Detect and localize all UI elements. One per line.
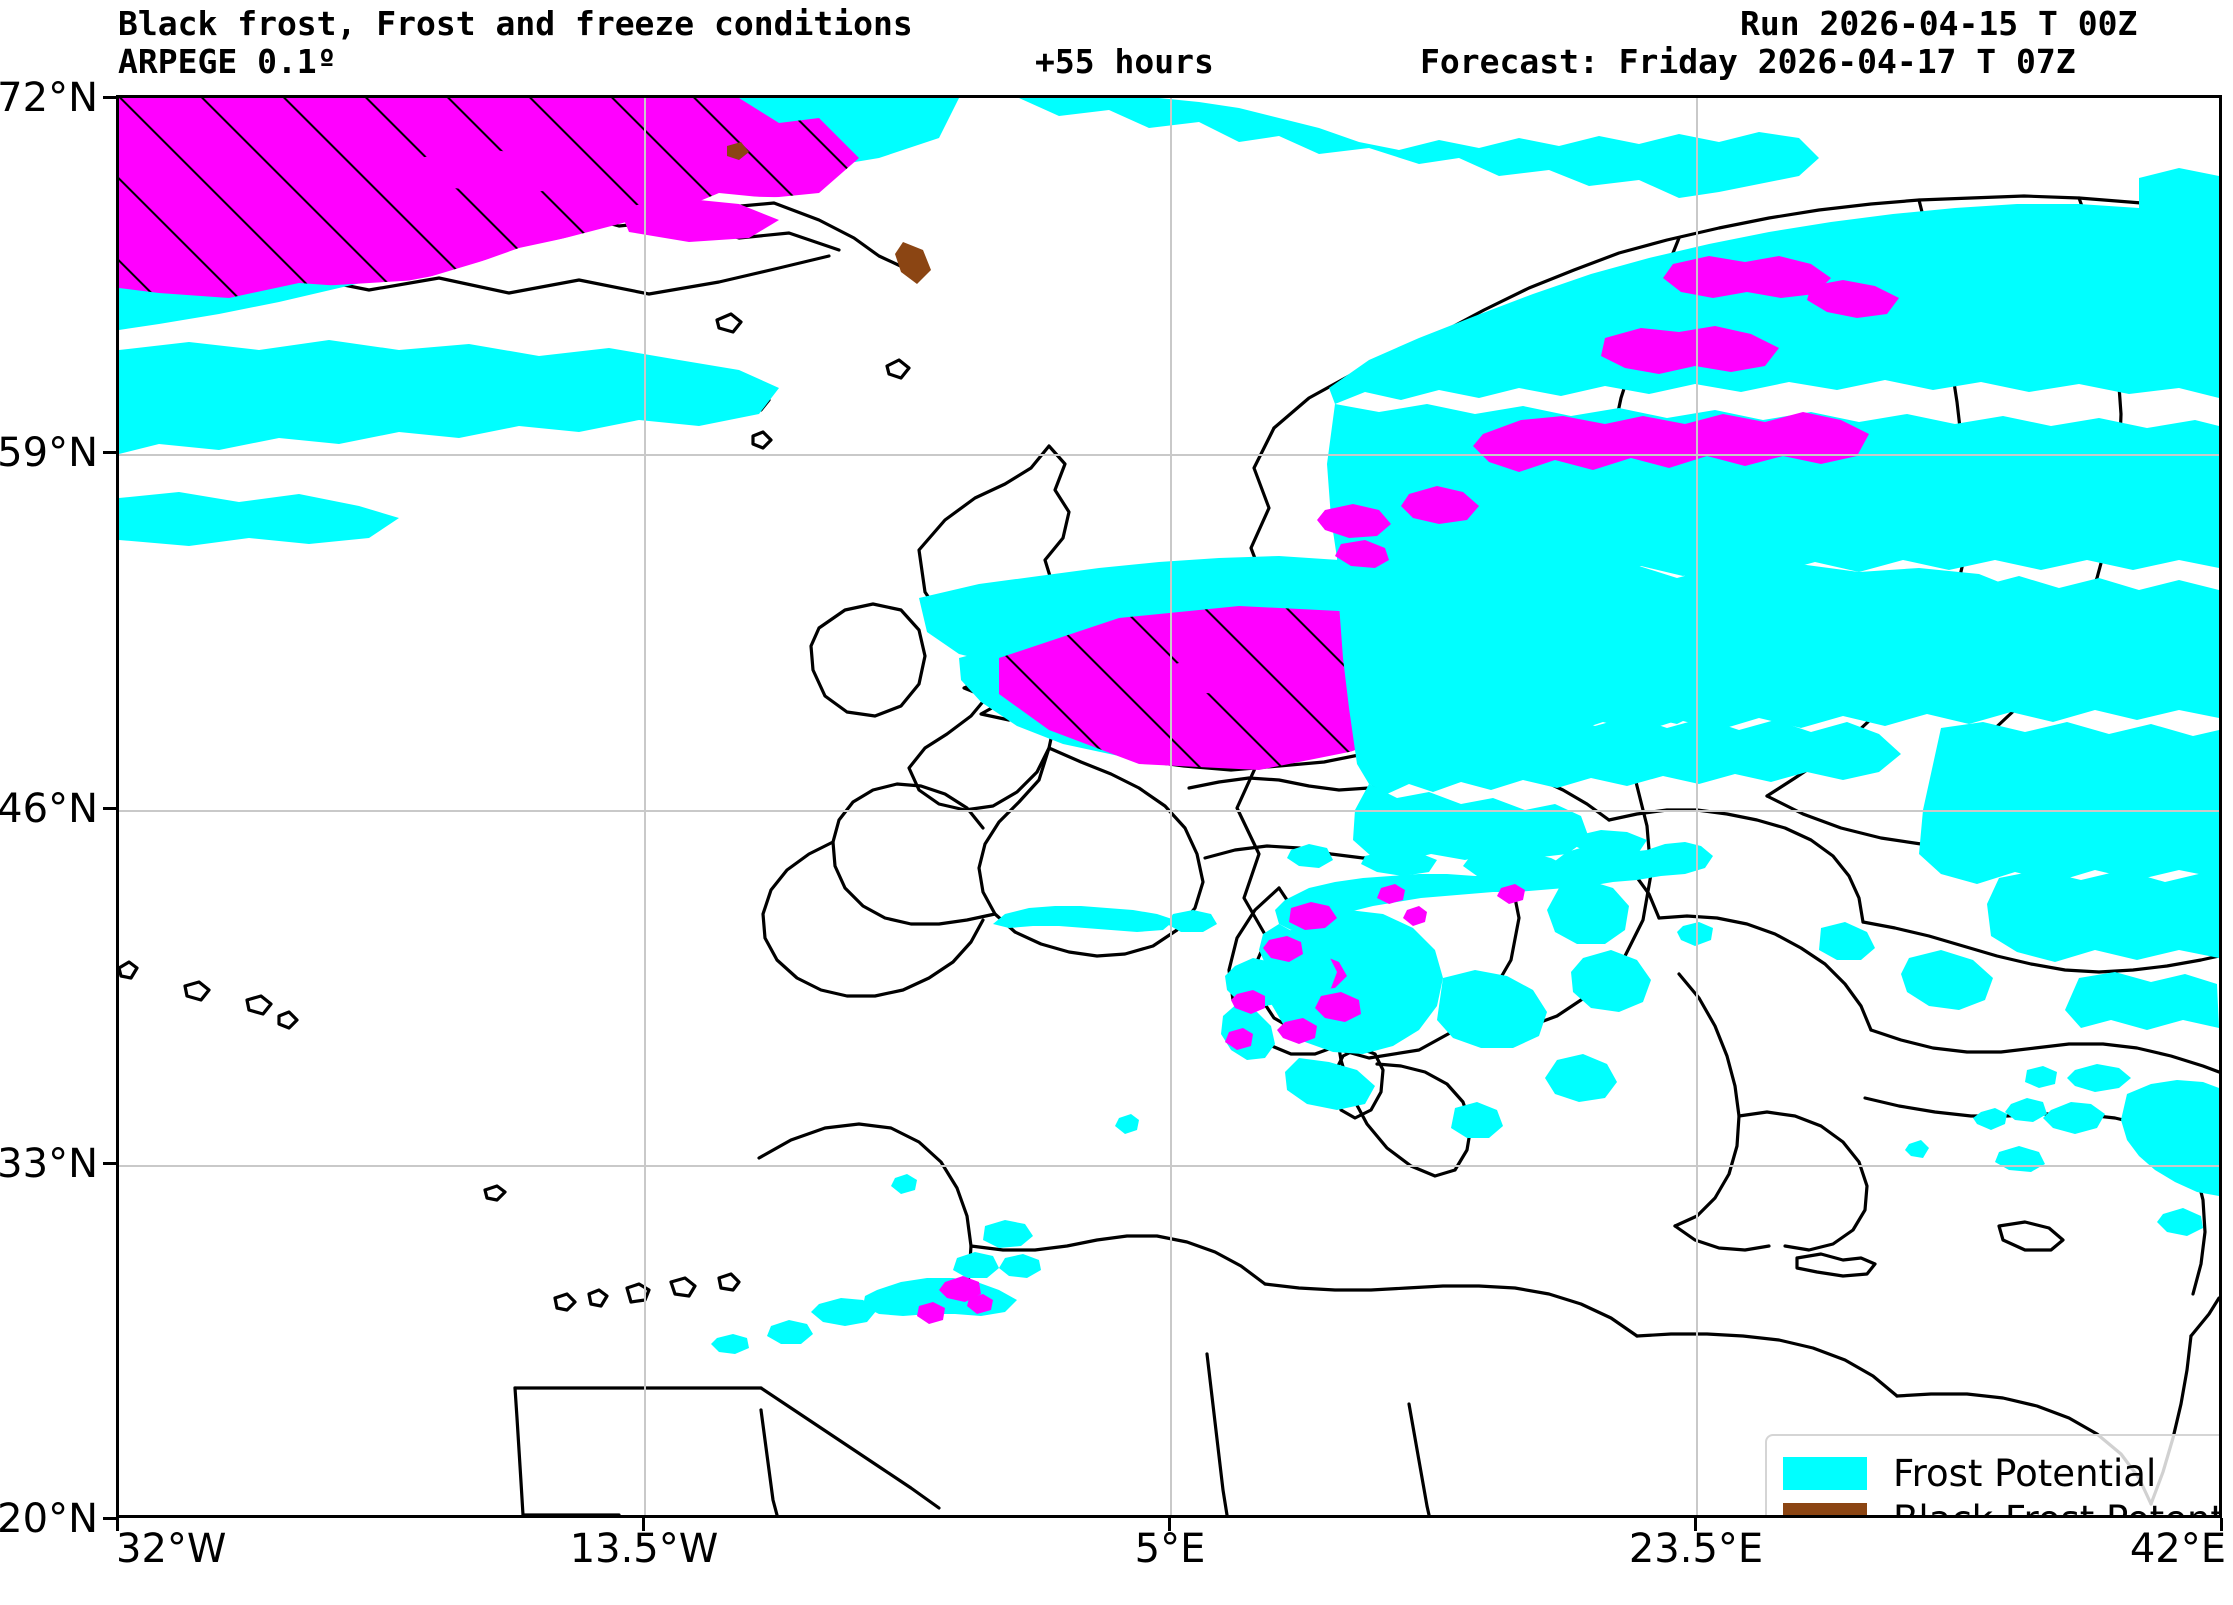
run-timestamp-label: Run 2026-04-15 T 00Z [1740, 4, 2138, 43]
legend-item-black-frost-potential: Black Frost Potential [1783, 1496, 2219, 1516]
gridline-horizontal-33N [119, 1165, 2219, 1167]
y-tick-label-46N: 46°N [0, 786, 98, 832]
map-legend: Frost Potential Black Frost Potential Fr… [1765, 1434, 2219, 1516]
x-tick-5E [1168, 1518, 1171, 1531]
y-tick-72N [103, 96, 116, 99]
legend-label-frost-potential: Frost Potential [1893, 1451, 2157, 1495]
y-tick-label-59N: 59°N [0, 430, 98, 476]
x-tick-label-5E: 5°E [1134, 1526, 1206, 1572]
page-title: Black frost, Frost and freeze conditions [118, 4, 913, 43]
legend-swatch-frost-potential [1783, 1456, 1867, 1490]
x-tick-23.5E [1694, 1518, 1697, 1531]
x-tick-label-32W: 32°W [116, 1526, 227, 1572]
x-tick-13.5W [642, 1518, 645, 1531]
y-tick-33N [103, 1162, 116, 1165]
gridline-vertical-5E [1170, 98, 1172, 1515]
x-tick-32W [116, 1518, 119, 1531]
map-plot-area: Frost Potential Black Frost Potential Fr… [116, 95, 2222, 1518]
y-tick-label-33N: 33°N [0, 1141, 98, 1187]
y-tick-59N [103, 451, 116, 454]
legend-swatch-black-frost-potential [1783, 1502, 1867, 1515]
x-tick-label-42E: 42°E [2129, 1526, 2226, 1572]
x-tick-label-13.5W: 13.5°W [569, 1526, 719, 1572]
y-tick-label-72N: 72°N [0, 75, 98, 121]
model-label: ARPEGE 0.1º [118, 42, 337, 81]
lead-time-label: +55 hours [1035, 42, 1214, 81]
legend-label-black-frost-potential: Black Frost Potential [1893, 1501, 2219, 1516]
x-tick-label-23.5E: 23.5°E [1628, 1526, 1764, 1572]
gridline-horizontal-59N [119, 454, 2219, 456]
header: Black frost, Frost and freeze conditions… [0, 0, 2233, 95]
legend-item-frost-potential: Frost Potential [1783, 1450, 2219, 1496]
map-canvas [119, 98, 2219, 1515]
gridline-vertical-13.5W [644, 98, 646, 1515]
x-tick-42E [2220, 1518, 2223, 1531]
y-tick-20N [103, 1517, 116, 1520]
forecast-valid-label: Forecast: Friday 2026-04-17 T 07Z [1420, 42, 2076, 81]
y-tick-46N [103, 807, 116, 810]
y-tick-label-20N: 20°N [0, 1496, 98, 1542]
gridline-horizontal-46N [119, 810, 2219, 812]
gridline-vertical-23.5E [1696, 98, 1698, 1515]
